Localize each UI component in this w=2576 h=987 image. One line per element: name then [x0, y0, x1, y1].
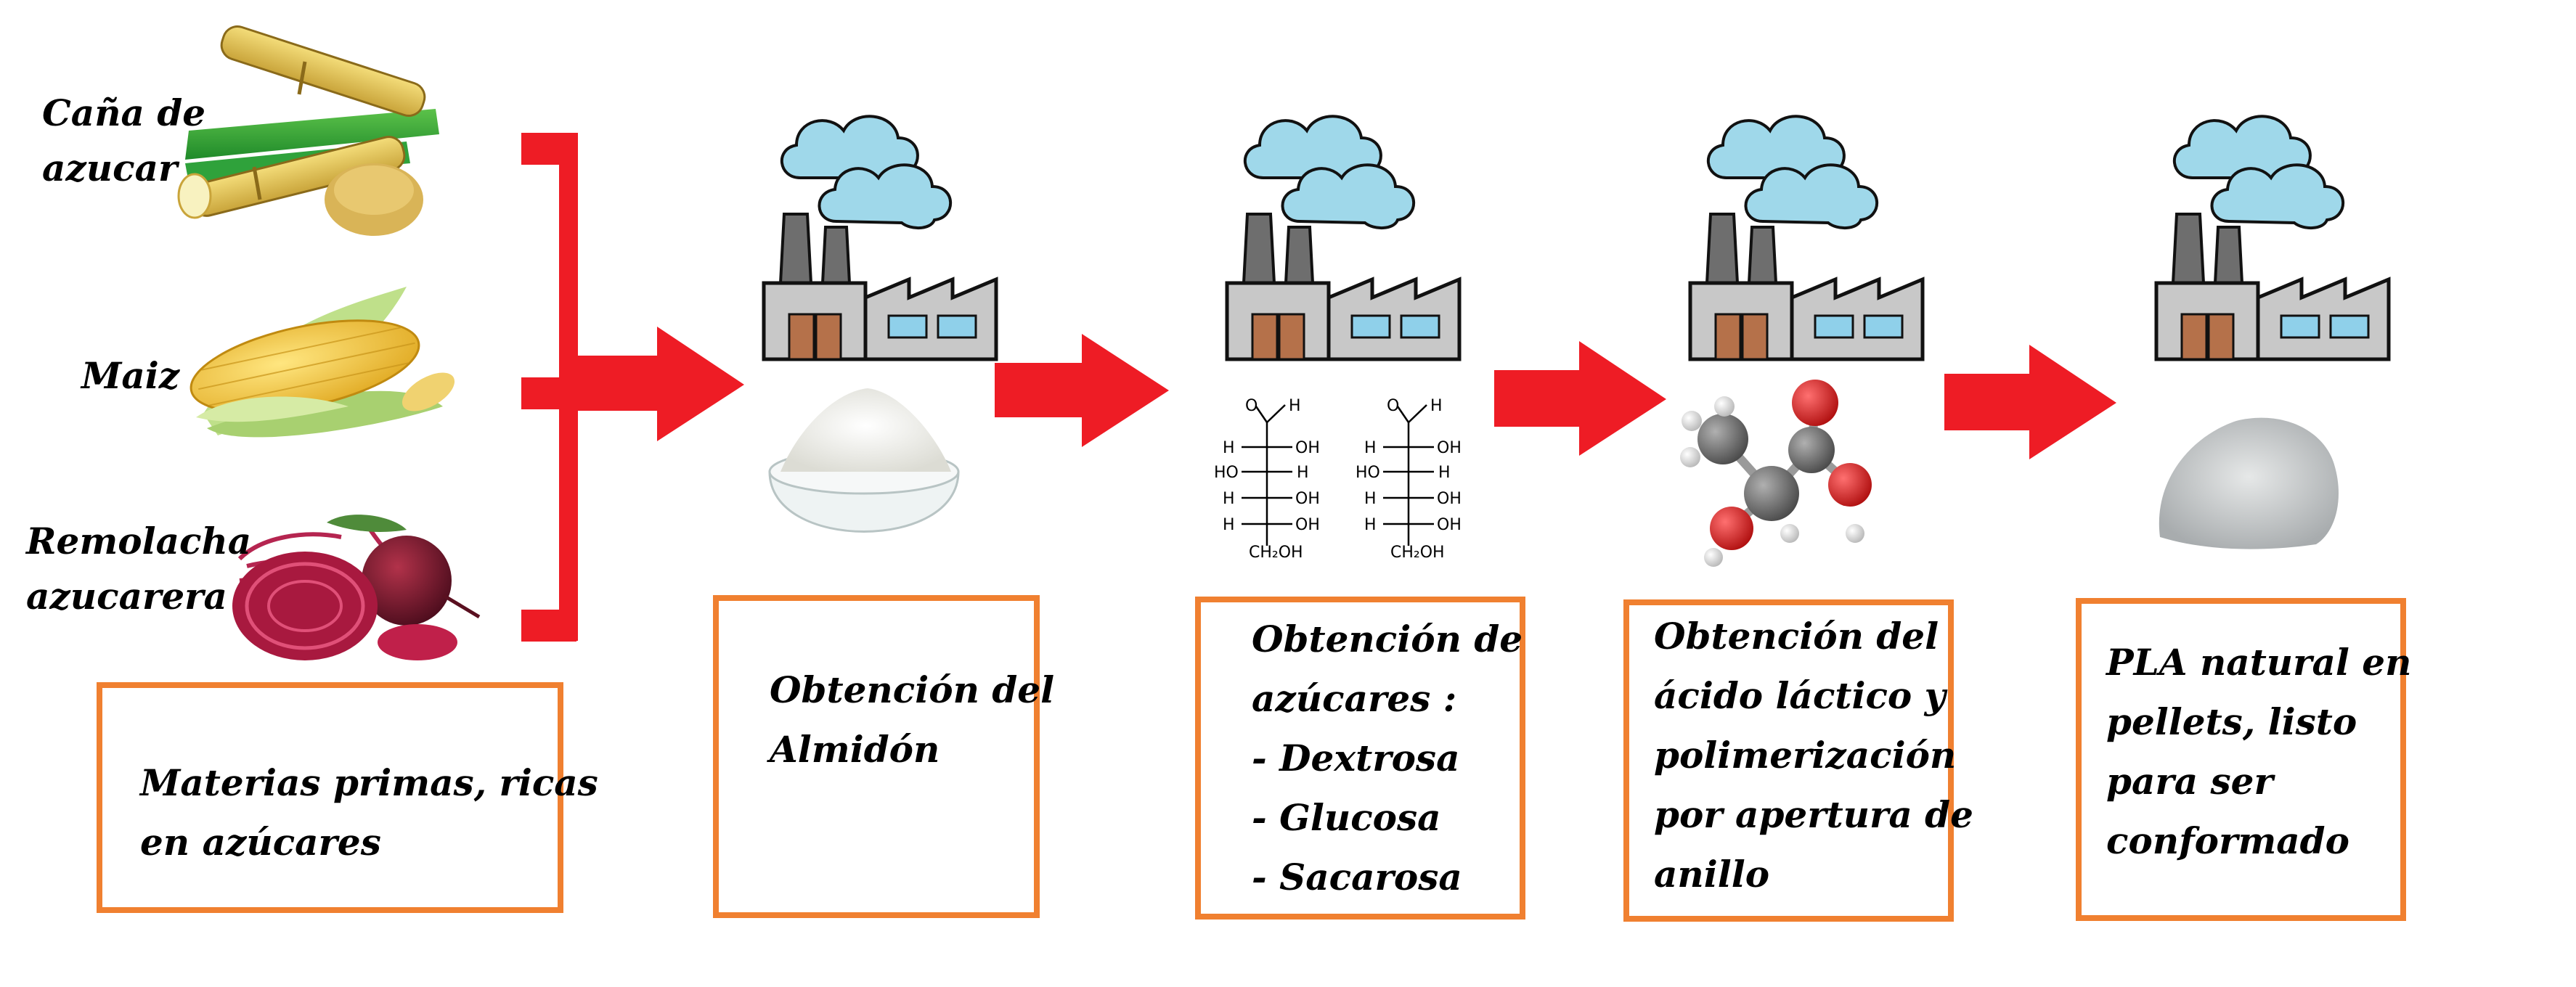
- box-line: Obtención del: [1654, 615, 1939, 658]
- box-line: Almidón: [770, 728, 940, 771]
- pla-box: PLA natural en pellets, listo para ser c…: [2076, 598, 2411, 921]
- pla-pellets-image: [2159, 417, 2339, 549]
- box-line: - Dextrosa: [1252, 737, 1460, 779]
- arrow-2: [995, 334, 1169, 447]
- box-line: por apertura de: [1654, 793, 1973, 836]
- box-line: Obtención de: [1252, 618, 1523, 660]
- raw-materials-box: Materias primas, ricas en azúcares: [97, 682, 598, 913]
- box-line: conformado: [2106, 819, 2349, 862]
- corn-image: [189, 287, 455, 438]
- box-line: Materias primas, ricas: [140, 761, 598, 804]
- factory-icon-2: [1227, 116, 1459, 359]
- sugars-box: Obtención de azúcares : - Dextrosa - Glu…: [1195, 597, 1525, 920]
- starch-powder-image: [768, 388, 960, 533]
- box-line: para ser: [2106, 760, 2273, 803]
- beet-image: [232, 515, 481, 660]
- corn-label: Maiz: [81, 354, 180, 397]
- box-line: PLA natural en: [2106, 641, 2412, 684]
- lactic-acid-model: [1680, 380, 1872, 567]
- box-line: - Glucosa: [1252, 796, 1441, 839]
- box-line: polimerización: [1654, 734, 1957, 777]
- glucose-structure-2: [1382, 404, 1435, 547]
- box-line: pellets, listo: [2106, 700, 2357, 743]
- beet-label: Remolacha azucarera: [26, 520, 252, 618]
- box-line: - Sacarosa: [1252, 856, 1462, 898]
- factory-icon-1: [764, 116, 996, 359]
- box-line: azúcares :: [1252, 677, 1457, 720]
- glucose-structure-1: [1240, 404, 1294, 547]
- box-line: en azúcares: [140, 821, 381, 864]
- sugar-cane-image: [177, 25, 439, 236]
- merge-bracket: [521, 133, 578, 642]
- box-line: ácido láctico y: [1654, 674, 1946, 717]
- factory-icon-3: [1690, 116, 1923, 359]
- arrow-1: [574, 327, 744, 441]
- box-line: Obtención del: [770, 668, 1055, 711]
- lactic-acid-box: Obtención del ácido láctico y polimeriza…: [1623, 599, 1973, 922]
- arrow-4: [1944, 345, 2116, 459]
- starch-box: Obtención del Almidón: [713, 595, 1054, 918]
- arrow-3: [1494, 341, 1666, 456]
- cane-label: Caña de azucar: [42, 91, 206, 189]
- factory-icon-4: [2156, 116, 2389, 359]
- box-line: anillo: [1654, 853, 1770, 896]
